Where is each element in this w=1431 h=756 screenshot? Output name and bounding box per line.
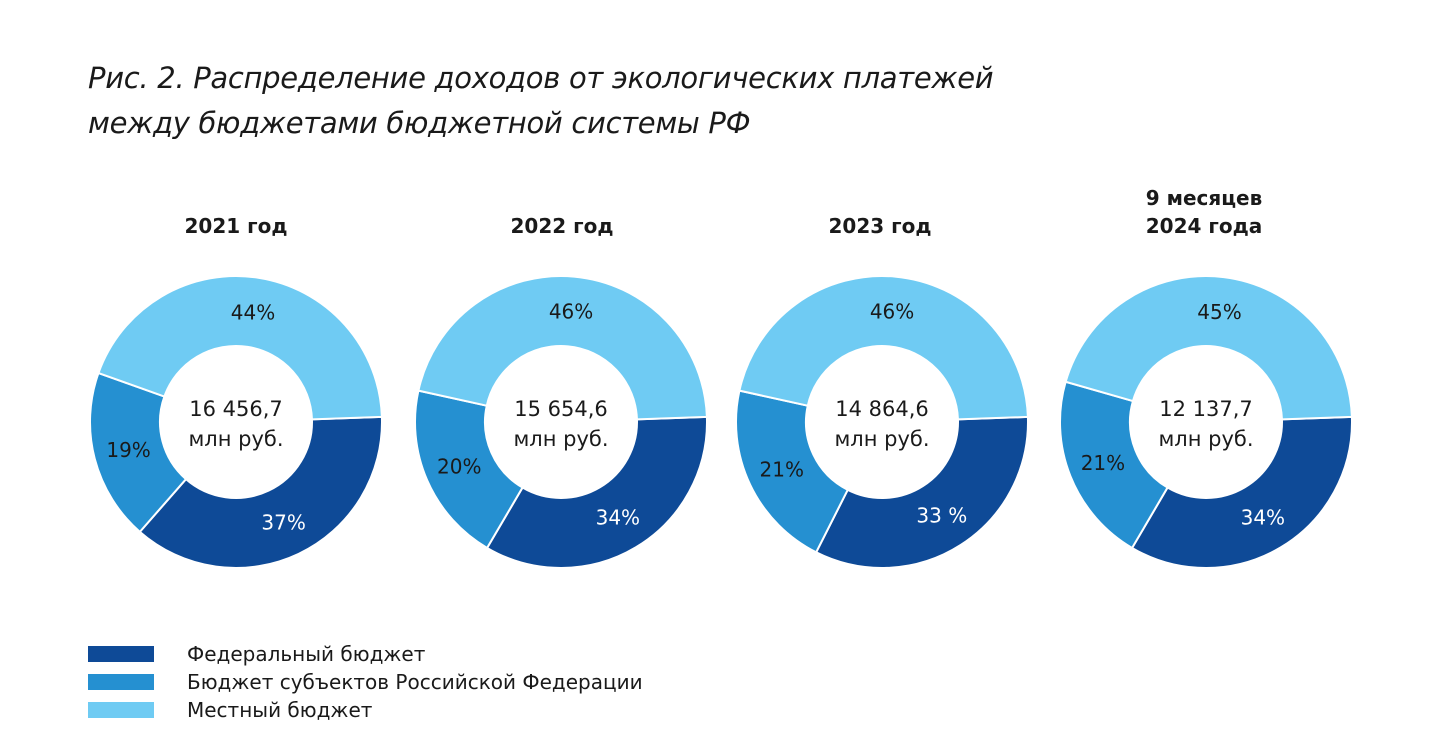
figure-title: Рис. 2. Распределение доходов от экологи… (88, 56, 994, 146)
slice-federal (814, 415, 1029, 569)
slice-label-local: 44% (231, 300, 275, 324)
chart-title-line: 9 месяцев (1145, 186, 1263, 210)
slice-regional (414, 389, 524, 550)
legend-label-regional: Бюджет субъектов Российской Федерации (187, 670, 643, 694)
slice-federal (485, 415, 708, 569)
legend-swatch-federal (88, 646, 154, 662)
slice-regional (89, 371, 188, 534)
legend-swatch-regional (88, 674, 154, 690)
slice-label-federal: 33 % (916, 504, 967, 528)
legend-item-federal: Федеральный бюджет (88, 640, 643, 668)
chart-title-line: 2021 год (184, 214, 288, 238)
legend-swatch-local (88, 702, 154, 718)
chart-title-2021: 2021 год (116, 212, 356, 240)
legend-label-local: Местный бюджет (187, 698, 373, 722)
slice-regional (1059, 380, 1169, 550)
slice-local (417, 275, 708, 421)
legend-label-federal: Федеральный бюджет (187, 642, 426, 666)
center-total-value: 12 137,7 (1159, 397, 1253, 421)
slice-label-regional: 19% (106, 438, 150, 462)
chart-title-line: 2022 год (510, 214, 614, 238)
slice-label-regional: 21% (1081, 451, 1125, 475)
chart-title-line: 2024 года (1145, 214, 1263, 238)
slice-local (1064, 275, 1353, 421)
slice-label-regional: 20% (437, 454, 481, 478)
center-total-value: 14 864,6 (835, 397, 929, 421)
slice-federal (1130, 415, 1353, 569)
slice-local (738, 275, 1029, 421)
slice-label-local: 45% (1197, 300, 1241, 324)
slice-federal (138, 415, 383, 569)
slice-local (97, 275, 383, 421)
slice-regional (735, 389, 850, 554)
chart-title-2024: 9 месяцев 2024 года (1084, 184, 1324, 240)
slice-label-federal: 37% (261, 510, 305, 534)
chart-title-2022: 2022 год (442, 212, 682, 240)
chart-title-2023: 2023 год (760, 212, 1000, 240)
center-total-unit: млн руб. (834, 427, 929, 451)
donut-chart-1: 34% 20% 46% 15 654,6 млн руб. (414, 275, 708, 569)
figure-title-line-2: между бюджетами бюджетной системы РФ (88, 106, 751, 140)
center-total-unit: млн руб. (513, 427, 608, 451)
chart-title-line: 2023 год (828, 214, 932, 238)
donut-chart-2: 33 % 21% 46% 14 864,6 млн руб. (735, 275, 1029, 569)
slice-label-regional: 21% (760, 458, 804, 482)
legend-item-regional: Бюджет субъектов Российской Федерации (88, 668, 643, 696)
center-total-value: 15 654,6 (514, 397, 608, 421)
legend: Федеральный бюджет Бюджет субъектов Росс… (88, 640, 643, 724)
figure-title-line-1: Рис. 2. Распределение доходов от экологи… (88, 61, 994, 95)
donut-chart-3: 34% 21% 45% 12 137,7 млн руб. (1059, 275, 1353, 569)
donut-chart-0: 37% 19% 44% 16 456,7 млн руб. (89, 275, 383, 569)
legend-item-local: Местный бюджет (88, 696, 643, 724)
slice-label-local: 46% (549, 299, 593, 323)
slice-label-federal: 34% (1241, 505, 1285, 529)
center-total-unit: млн руб. (188, 427, 283, 451)
slice-label-local: 46% (870, 299, 914, 323)
slice-label-federal: 34% (596, 505, 640, 529)
center-total-value: 16 456,7 (189, 397, 283, 421)
center-total-unit: млн руб. (1158, 427, 1253, 451)
